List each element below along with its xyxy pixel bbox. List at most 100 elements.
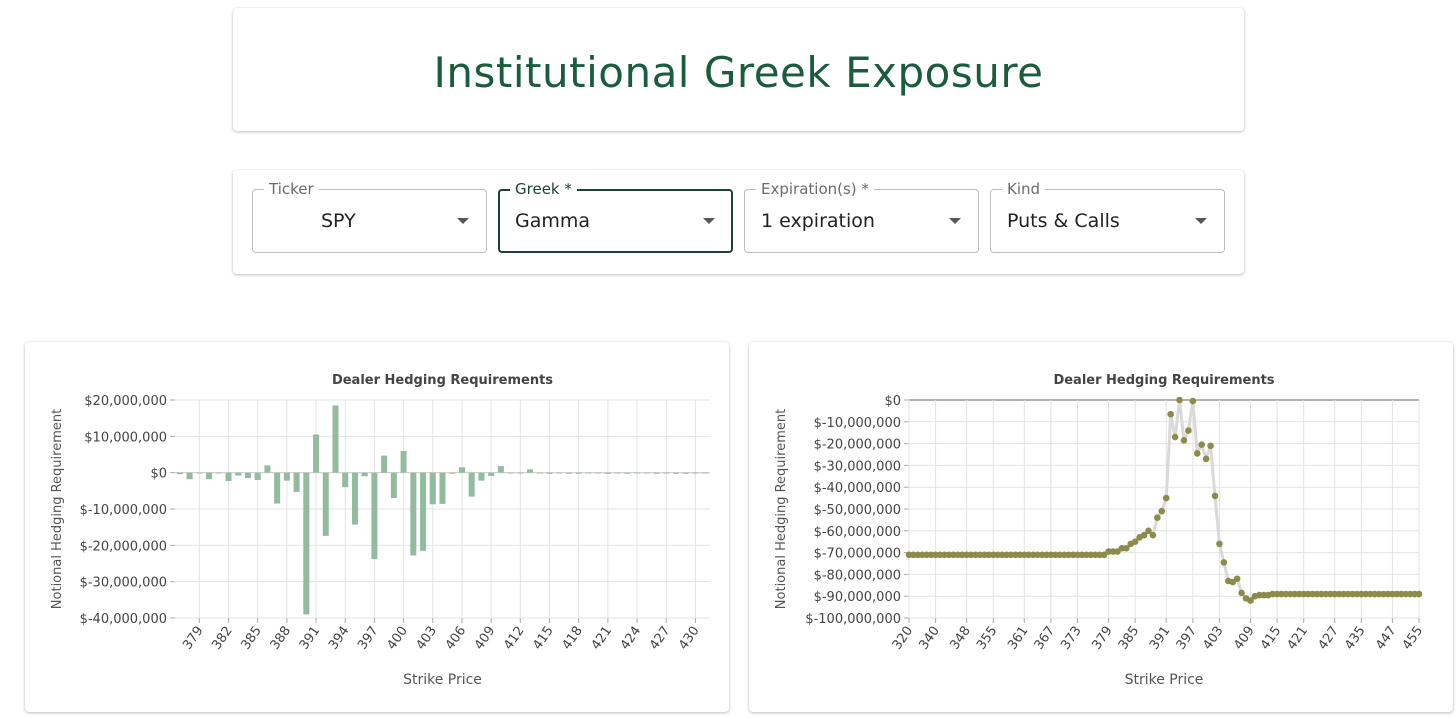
- x-tick-label: 403: [1200, 624, 1227, 653]
- bar: [624, 472, 631, 474]
- x-tick-label: 427: [647, 624, 674, 653]
- data-point: [1198, 441, 1205, 448]
- bar: [274, 472, 281, 504]
- x-tick-label: 394: [326, 624, 353, 653]
- x-tick-label: 385: [238, 624, 265, 653]
- x-tick-label: 397: [1174, 624, 1201, 653]
- data-point: [1216, 540, 1223, 548]
- x-tick-label: 409: [472, 624, 499, 653]
- x-tick-label: 373: [1058, 624, 1085, 653]
- bar: [235, 472, 242, 476]
- data-point: [1233, 575, 1241, 583]
- bar: [604, 472, 611, 474]
- x-tick-label: 406: [443, 624, 470, 653]
- greek-select[interactable]: Greek * Gamma: [498, 180, 733, 253]
- x-tick-label: 421: [589, 624, 616, 653]
- bar: [517, 472, 524, 474]
- kind-value: Puts & Calls: [1007, 210, 1120, 232]
- bar: [351, 472, 358, 525]
- x-tick-label: 379: [180, 624, 207, 653]
- y-tick-label: $-40,000,000: [80, 612, 167, 627]
- x-tick-label: 447: [1373, 624, 1400, 653]
- greek-value: Gamma: [515, 210, 591, 232]
- kind-select[interactable]: Kind Puts & Calls: [990, 180, 1225, 253]
- bar: [643, 472, 650, 474]
- x-tick-label: 385: [1116, 624, 1143, 653]
- y-tick-label: $-100,000,000: [805, 612, 901, 627]
- x-tick-label: 427: [1315, 624, 1342, 653]
- bar: [595, 472, 602, 474]
- x-tick-label: 388: [268, 624, 295, 653]
- data-point: [1220, 559, 1228, 566]
- data-point: [1149, 531, 1157, 539]
- data-point: [1158, 507, 1166, 515]
- x-tick-label: 340: [916, 624, 943, 653]
- bar: [420, 472, 427, 551]
- bar: [322, 472, 329, 536]
- bar: [585, 472, 592, 474]
- bar: [653, 472, 660, 474]
- bar: [575, 472, 582, 474]
- data-point: [1145, 527, 1152, 535]
- bar: [507, 472, 514, 474]
- page-title: Institutional Greek Exposure: [433, 48, 1044, 97]
- bar: [536, 472, 543, 474]
- x-tick-label: 355: [974, 624, 1001, 653]
- data-point: [1171, 433, 1179, 441]
- title-card: Institutional Greek Exposure: [233, 8, 1244, 131]
- bar: [556, 472, 563, 474]
- bar: [439, 472, 446, 504]
- bar: [244, 472, 251, 479]
- bar: [332, 405, 339, 473]
- x-tick-label: 361: [1005, 624, 1032, 653]
- data-point: [1180, 437, 1188, 444]
- expiration-select[interactable]: Expiration(s) * 1 expiration: [744, 180, 979, 253]
- data-point: [1162, 494, 1170, 502]
- bar: [283, 472, 290, 481]
- chevron-down-icon: [1195, 218, 1207, 224]
- bar: [488, 472, 495, 476]
- y-tick-label: $0: [150, 467, 167, 482]
- x-tick-label: 424: [618, 624, 645, 653]
- data-point: [1238, 589, 1245, 597]
- y-tick-label: $-10,000,000: [814, 416, 901, 431]
- chevron-down-icon: [703, 218, 715, 224]
- line-chart: Dealer Hedging Requirements Strike Price N…: [774, 373, 1427, 688]
- bar: [682, 472, 689, 474]
- bar: [313, 434, 320, 473]
- bar: [215, 472, 222, 474]
- x-tick-label: 400: [384, 624, 411, 653]
- data-point: [1123, 544, 1130, 552]
- y-tick-label: $-90,000,000: [814, 590, 901, 605]
- bar: [254, 472, 261, 480]
- x-tick-label: 391: [1147, 624, 1174, 653]
- bar: [342, 472, 349, 488]
- ticker-select[interactable]: Ticker SPY: [252, 180, 487, 253]
- chevron-down-icon: [457, 218, 469, 224]
- data-point: [1207, 442, 1214, 450]
- data-point: [1193, 450, 1201, 457]
- bar: [527, 469, 534, 473]
- x-tick-label: 455: [1400, 624, 1427, 653]
- bar: [361, 472, 368, 477]
- y-tick-label: $-20,000,000: [814, 438, 901, 453]
- x-tick-label: 421: [1284, 624, 1311, 653]
- y-tick-label: $0: [884, 394, 901, 409]
- y-tick-label: $-40,000,000: [814, 481, 901, 496]
- line-chart-card: Dealer Hedging Requirements Strike Price N…: [749, 342, 1453, 712]
- y-tick-label: $-50,000,000: [814, 503, 901, 518]
- x-axis-label: Strike Price: [403, 672, 482, 688]
- bar: [186, 472, 193, 480]
- greek-label: Greek *: [510, 180, 577, 198]
- x-tick-label: 348: [947, 624, 974, 653]
- x-tick-label: 435: [1342, 624, 1369, 653]
- data-point: [1202, 455, 1210, 463]
- bar: [497, 466, 504, 473]
- bar: [303, 472, 310, 615]
- bar: [565, 472, 572, 474]
- x-tick-label: 403: [414, 624, 441, 653]
- x-tick-label: 409: [1231, 624, 1258, 653]
- bar: [371, 472, 378, 560]
- data-point: [1185, 427, 1192, 434]
- x-tick-label: 412: [501, 624, 528, 653]
